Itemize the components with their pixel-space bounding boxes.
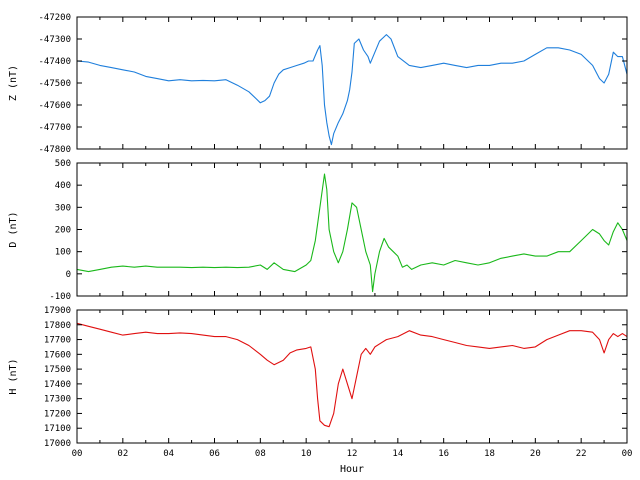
h-y-tick-label: 17000: [44, 439, 71, 449]
z-y-tick-label: -47300: [38, 35, 71, 45]
x-tick-label: 12: [347, 449, 358, 459]
x-tick-label: 02: [117, 449, 128, 459]
h-y-tick-label: 17900: [44, 306, 71, 316]
z-panel: -47200 -47300 -47400 -47500 -47600 -47700 -478…: [8, 13, 628, 155]
x-tick-label: 00: [622, 449, 633, 459]
d-y-tick-label: -100: [49, 292, 71, 302]
z-y-tick-label: -47200: [38, 13, 71, 23]
d-y-tick-label: 500: [55, 159, 71, 169]
h-y-tick-label: 17700: [44, 336, 71, 346]
d-y-tick-label: 200: [55, 226, 71, 236]
x-tick-label: 20: [530, 449, 541, 459]
h-y-tick-label: 17300: [44, 395, 71, 405]
d-plot-frame: [76, 162, 628, 297]
h-y-tick-label: 17200: [44, 409, 71, 419]
h-y-tick-label: 17100: [44, 424, 71, 434]
x-tick-label: 16: [438, 449, 449, 459]
h-plot-frame: [76, 309, 628, 444]
h-series-line: [76, 322, 628, 428]
d-y-tick-label: 100: [55, 248, 71, 258]
h-y-tick-label: 17800: [44, 321, 71, 331]
d-y-axis-label: D (nT): [8, 211, 19, 247]
z-y-tick-label: -47800: [38, 145, 71, 155]
d-y-tick-label: 400: [55, 181, 71, 191]
h-y-tick-label: 17500: [44, 365, 71, 375]
d-series-line: [76, 173, 628, 293]
h-y-axis-label: H (nT): [8, 358, 19, 394]
z-y-tick-label: -47500: [38, 79, 71, 89]
x-tick-label: 18: [484, 449, 495, 459]
h-y-tick-label: 17400: [44, 380, 71, 390]
h-panel: 17900 17800 17700 17600 17500 17400 17300 17200…: [8, 306, 632, 459]
d-panel: 500 400 300 200 100 0 -100 D (nT): [8, 159, 628, 302]
x-tick-label: 04: [163, 449, 174, 459]
x-tick-label: 22: [576, 449, 587, 459]
z-y-axis-label: Z (nT): [8, 65, 19, 101]
x-tick-label: 08: [255, 449, 266, 459]
d-y-tick-label: 300: [55, 203, 71, 213]
z-y-tick-label: -47600: [38, 101, 71, 111]
x-tick-label: 06: [209, 449, 220, 459]
panels: -47200 -47300 -47400 -47500 -47600 -47700 -478…: [8, 13, 632, 459]
x-tick-label: 10: [301, 449, 312, 459]
x-tick-label: 14: [392, 449, 403, 459]
x-tick-label: 00: [72, 449, 83, 459]
z-y-tick-label: -47700: [38, 123, 71, 133]
z-series-line: [76, 34, 628, 146]
z-plot-frame: [76, 16, 628, 150]
d-y-tick-label: 0: [66, 270, 71, 280]
z-y-tick-label: -47400: [38, 57, 71, 67]
x-axis-label: Hour: [340, 464, 364, 475]
h-y-tick-label: 17600: [44, 350, 71, 360]
